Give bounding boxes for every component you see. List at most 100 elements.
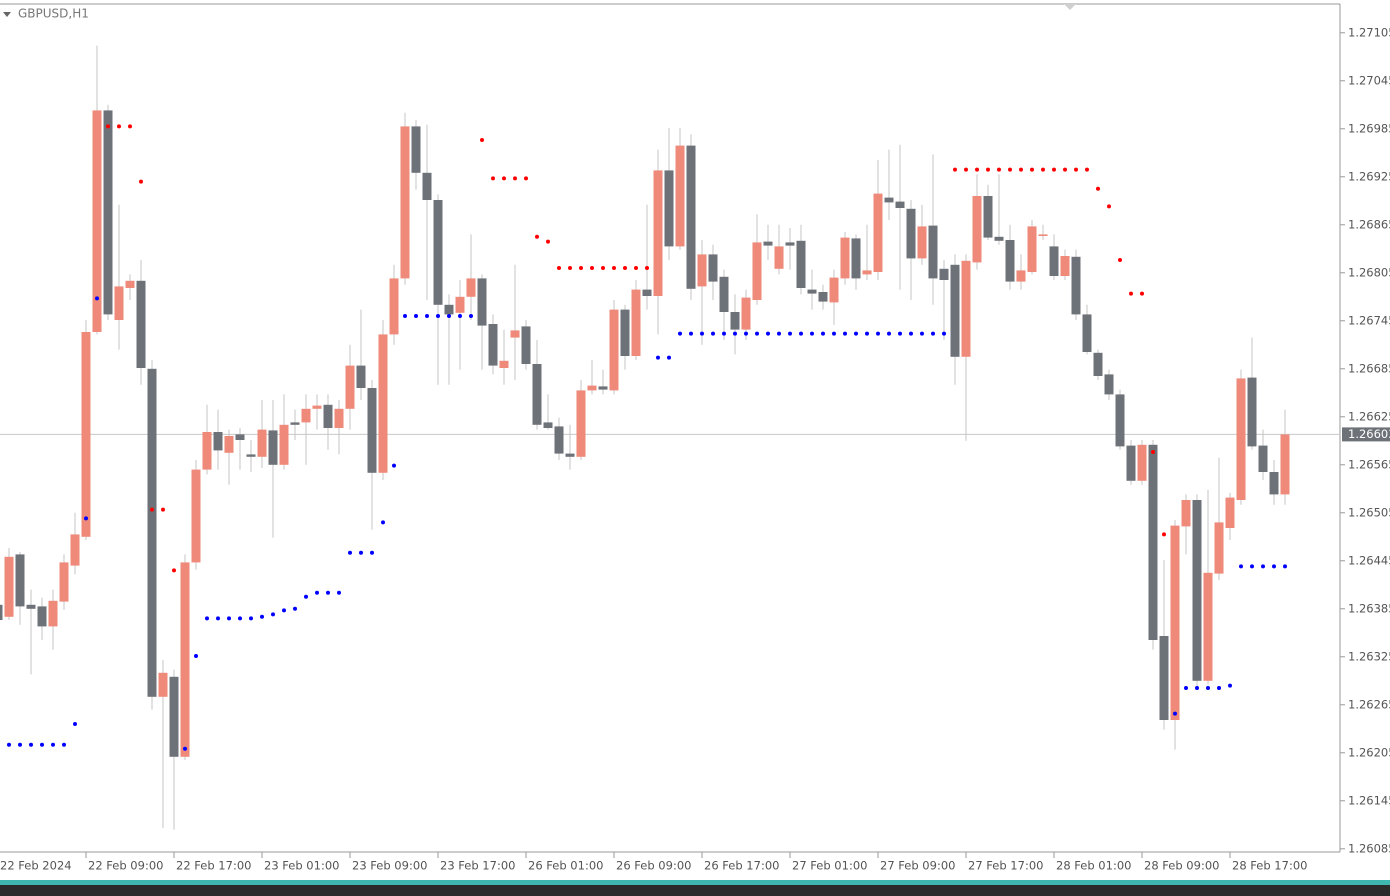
y-tick-label: 1.26325 bbox=[1348, 649, 1390, 663]
x-tick-label: 26 Feb 09:00 bbox=[616, 859, 691, 873]
candle-body bbox=[224, 436, 234, 453]
sar-dot bbox=[293, 606, 297, 611]
candle-body bbox=[268, 430, 278, 465]
sar-dot bbox=[359, 550, 363, 555]
sar-dot bbox=[194, 654, 198, 658]
sar-dot bbox=[667, 355, 671, 360]
candle-body bbox=[1181, 500, 1191, 527]
sar-dot bbox=[887, 331, 891, 336]
sar-dot bbox=[469, 314, 473, 318]
candle-body bbox=[686, 145, 696, 289]
sar-dot bbox=[1250, 564, 1254, 569]
candle-body bbox=[70, 534, 80, 566]
candle-body bbox=[136, 280, 146, 368]
sar-dot bbox=[843, 331, 847, 336]
sar-dot bbox=[612, 266, 616, 270]
sar-dot bbox=[810, 331, 814, 336]
symbol-menu-arrow[interactable] bbox=[3, 12, 11, 17]
sar-dot bbox=[821, 331, 825, 336]
sar-dot bbox=[1085, 167, 1089, 172]
candle-body bbox=[1005, 240, 1015, 282]
sar-dot bbox=[205, 616, 209, 621]
candle-body bbox=[1038, 234, 1048, 236]
sar-dot bbox=[678, 331, 682, 336]
sar-dot bbox=[18, 742, 22, 747]
candle-body bbox=[367, 388, 377, 473]
sar-dot bbox=[315, 590, 319, 595]
candle-body bbox=[323, 404, 333, 428]
candle-body bbox=[719, 276, 729, 312]
sar-dot bbox=[502, 176, 506, 181]
candle-body bbox=[1049, 246, 1059, 276]
candle-body bbox=[202, 432, 212, 470]
candle-body bbox=[543, 422, 553, 428]
candle-body bbox=[334, 408, 344, 428]
candle-body bbox=[950, 264, 960, 357]
candle-body bbox=[1071, 256, 1081, 315]
candle-body bbox=[15, 554, 25, 607]
sar-dot bbox=[942, 331, 946, 336]
candle-body bbox=[1082, 314, 1092, 352]
sar-dot bbox=[1217, 686, 1221, 690]
sar-dot bbox=[447, 314, 451, 318]
sar-dot bbox=[711, 331, 715, 336]
sar-dot bbox=[1041, 167, 1045, 172]
sar-dot bbox=[139, 179, 143, 184]
sar-dot bbox=[40, 742, 44, 747]
sar-dot bbox=[568, 266, 572, 270]
candle-body bbox=[301, 408, 311, 423]
candle-body bbox=[26, 604, 36, 609]
candle-body bbox=[939, 268, 949, 280]
candle-body bbox=[257, 429, 267, 457]
candle-body bbox=[356, 365, 366, 388]
y-tick-label: 1.26445 bbox=[1348, 553, 1390, 567]
candle-body bbox=[48, 600, 58, 627]
y-tick-label: 1.27045 bbox=[1348, 73, 1390, 87]
sar-dot bbox=[304, 594, 308, 599]
sar-dot bbox=[799, 331, 803, 336]
sar-dot bbox=[370, 550, 374, 555]
candle-body bbox=[609, 309, 619, 391]
x-tick-label: 27 Feb 01:00 bbox=[792, 859, 867, 873]
candle-body bbox=[1247, 377, 1257, 447]
sar-dot bbox=[1239, 564, 1243, 569]
sar-dot bbox=[458, 314, 462, 318]
sar-dot bbox=[876, 331, 880, 336]
sar-dot bbox=[1074, 167, 1078, 172]
candle-body bbox=[433, 200, 443, 305]
x-tick-label: 27 Feb 17:00 bbox=[968, 859, 1043, 873]
candle-body bbox=[1236, 378, 1246, 500]
sar-dot bbox=[920, 331, 924, 336]
sar-dot bbox=[579, 266, 583, 270]
sar-dot bbox=[986, 167, 990, 172]
sar-dot bbox=[634, 266, 638, 270]
candle-body bbox=[81, 332, 91, 537]
candle-body bbox=[279, 424, 289, 465]
sar-dot bbox=[656, 355, 660, 360]
sar-dot bbox=[117, 124, 121, 129]
candle-body bbox=[730, 312, 740, 330]
sar-dot bbox=[997, 167, 1001, 172]
sar-dot bbox=[1019, 167, 1023, 172]
sar-dot bbox=[392, 463, 396, 468]
candle-body bbox=[521, 326, 531, 364]
sar-dot bbox=[1129, 291, 1133, 296]
sar-dot bbox=[744, 331, 748, 336]
candle-body bbox=[400, 126, 410, 279]
candle-body bbox=[466, 278, 476, 297]
sar-dot bbox=[326, 590, 330, 595]
sar-dot bbox=[62, 742, 66, 747]
candle-body bbox=[1115, 394, 1125, 447]
candle-body bbox=[752, 242, 762, 300]
x-tick-label: 22 Feb 17:00 bbox=[176, 859, 251, 873]
sar-dot bbox=[601, 266, 605, 270]
candle-body bbox=[510, 330, 520, 338]
candle-body bbox=[147, 368, 157, 697]
candle-body bbox=[785, 242, 795, 246]
candle-body bbox=[1170, 525, 1180, 720]
candle-body bbox=[488, 324, 498, 366]
candle-body bbox=[0, 604, 3, 620]
candle-body bbox=[774, 246, 784, 269]
sar-dot bbox=[95, 296, 99, 301]
